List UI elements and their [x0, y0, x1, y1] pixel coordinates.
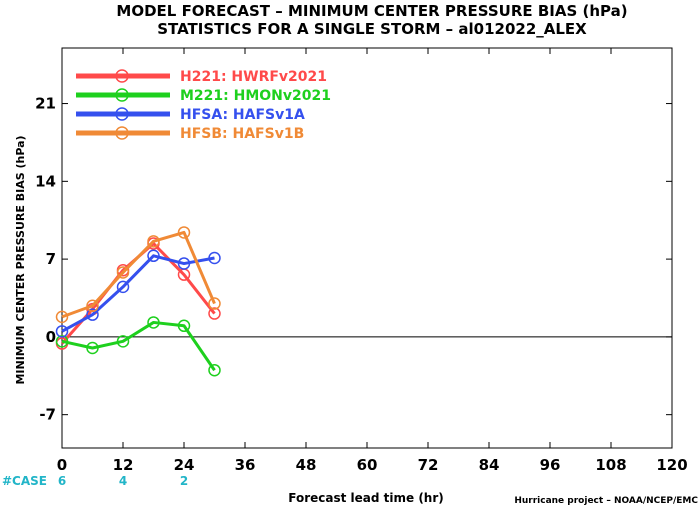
plot-area: -7 0 7 14 21 0 12 24 36 48 60 72 84 96 108 120 H221: HWR…: [35, 47, 688, 474]
series-line: [61, 230, 216, 319]
data-point: [147, 249, 160, 263]
legend-swatch-marker: [115, 126, 129, 140]
x-tick-label: 84: [479, 456, 500, 474]
data-point: [116, 335, 130, 348]
y-tick-label: 21: [35, 95, 56, 113]
y-tick-label: 7: [46, 250, 56, 268]
data-point: [55, 325, 69, 338]
data-point: [208, 363, 221, 377]
data-point: [116, 280, 130, 294]
data-point: [147, 316, 160, 329]
y-axis-label: MINIMUM CENTER PRESSURE BIAS (hPa): [14, 135, 27, 384]
credit-text: Hurricane project – NOAA/NCEP/EMC: [514, 496, 698, 506]
legend-label: H221: HWRFv2021: [180, 69, 327, 85]
x-tick-label: 36: [235, 456, 256, 474]
chart-title: MODEL FORECAST – MINIMUM CENTER PRESSURE…: [116, 2, 627, 20]
legend-swatch-marker: [115, 107, 129, 121]
legend-label: HFSA: HAFSv1A: [180, 107, 305, 123]
series-line: [61, 320, 216, 372]
data-point: [147, 235, 160, 248]
data-point: [208, 297, 221, 310]
data-point: [116, 266, 130, 279]
data-point: [86, 308, 99, 321]
x-tick-label: 12: [113, 456, 134, 474]
x-tick-label: 108: [595, 456, 626, 474]
series-2: [55, 316, 221, 377]
y-tick-label: -7: [39, 406, 56, 424]
legend-swatch-marker: [115, 88, 129, 102]
x-tick-label: 60: [357, 456, 378, 474]
legend-label: HFSB: HAFSv1B: [180, 126, 304, 142]
y-tick-label: 14: [35, 172, 56, 190]
case-count-label: #CASE: [2, 474, 47, 488]
legend-swatch-marker: [115, 69, 129, 83]
case-count: 2: [180, 474, 188, 488]
legend: H221: HWRFv2021 M221: HMONv2021 HFSA: HAFS…: [76, 69, 331, 142]
case-count: 4: [119, 474, 127, 488]
plot-frame: [61, 47, 673, 449]
data-point: [86, 341, 99, 355]
series-3: [55, 249, 221, 338]
x-tick-label: 72: [418, 456, 439, 474]
x-axis-label: Forecast lead time (hr): [288, 491, 444, 505]
data-point: [55, 310, 69, 324]
legend-label: M221: HMONv2021: [180, 88, 331, 104]
x-tick-label: 120: [656, 456, 687, 474]
legend-item[interactable]: M221: HMONv2021: [76, 88, 331, 104]
data-point: [177, 257, 191, 270]
x-tick-label: 96: [540, 456, 561, 474]
legend-item[interactable]: HFSA: HAFSv1A: [76, 107, 305, 123]
case-count: 6: [58, 474, 66, 488]
legend-item[interactable]: HFSB: HAFSv1B: [76, 126, 304, 142]
series-4: [55, 226, 221, 324]
y-tick-label: 0: [46, 328, 56, 346]
data-point: [208, 251, 221, 265]
legend-item[interactable]: H221: HWRFv2021: [76, 69, 327, 85]
x-tick-label: 48: [296, 456, 317, 474]
data-point: [208, 307, 221, 320]
series-line: [61, 254, 215, 333]
data-point: [177, 319, 191, 333]
x-tick-label: 0: [57, 456, 67, 474]
chart-subtitle: STATISTICS FOR A SINGLE STORM – al012022…: [157, 20, 587, 38]
x-tick-label: 24: [174, 456, 195, 474]
data-point: [177, 226, 191, 239]
data-point: [86, 299, 99, 313]
data-point: [55, 335, 69, 348]
